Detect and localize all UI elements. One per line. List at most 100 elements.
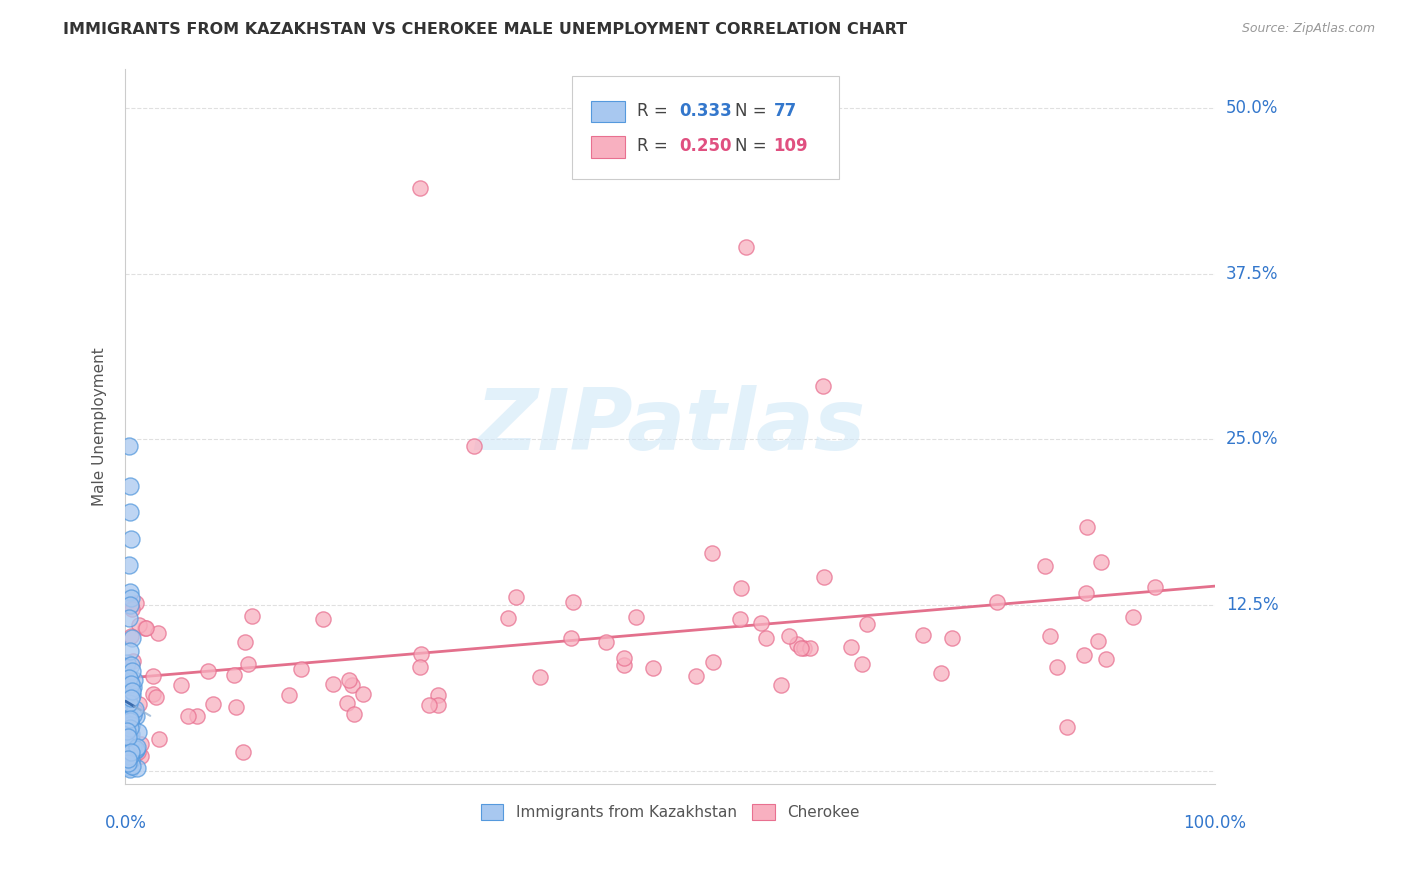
Point (613, 651, 636, 665)
Point (115, 746, 138, 760)
Bar (591, 101, 626, 122)
Point (118, 712, 141, 726)
Point (117, 682, 139, 697)
Point (118, 731, 141, 745)
Text: 37.5%: 37.5% (1226, 265, 1278, 283)
Point (169, 677, 191, 691)
Text: N =: N = (735, 137, 772, 155)
Point (120, 717, 142, 731)
Text: 100.0%: 100.0% (1184, 814, 1246, 832)
Point (118, 673, 141, 688)
Text: 50.0%: 50.0% (1226, 99, 1278, 117)
Point (122, 708, 145, 723)
Point (197, 664, 219, 678)
Point (120, 599, 142, 613)
Point (118, 701, 141, 715)
Point (134, 621, 156, 635)
Point (700, 546, 723, 560)
Text: 0.250: 0.250 (679, 137, 731, 155)
Point (1073, 648, 1095, 662)
Point (114, 748, 136, 763)
Point (352, 686, 374, 700)
Point (201, 697, 224, 711)
Point (505, 591, 527, 605)
Point (418, 698, 440, 712)
Point (1038, 629, 1060, 643)
Point (115, 681, 138, 695)
Point (120, 657, 142, 672)
Point (117, 656, 139, 670)
Point (117, 752, 139, 766)
Point (148, 731, 170, 746)
Point (127, 725, 149, 739)
Point (118, 598, 141, 612)
Point (595, 635, 617, 649)
Point (120, 745, 142, 759)
Point (641, 660, 664, 674)
Point (124, 704, 146, 718)
Point (941, 631, 963, 645)
Point (799, 640, 821, 655)
Point (986, 594, 1008, 608)
Point (118, 714, 141, 729)
FancyBboxPatch shape (572, 76, 839, 179)
Point (755, 631, 778, 645)
Point (409, 648, 432, 662)
Point (120, 753, 142, 767)
Point (121, 602, 143, 616)
Point (120, 683, 142, 698)
Point (560, 631, 582, 645)
Point (142, 669, 165, 683)
Point (120, 723, 142, 738)
Text: IMMIGRANTS FROM KAZAKHSTAN VS CHEROKEE MALE UNEMPLOYMENT CORRELATION CHART: IMMIGRANTS FROM KAZAKHSTAN VS CHEROKEE M… (63, 22, 907, 37)
Point (322, 677, 344, 691)
Point (118, 757, 141, 772)
Point (120, 727, 142, 741)
Point (855, 616, 877, 631)
Text: 109: 109 (773, 137, 808, 155)
Point (735, 240, 758, 254)
Point (120, 532, 142, 546)
Point (121, 759, 143, 773)
Point (117, 739, 139, 754)
Point (118, 696, 141, 710)
Point (122, 653, 145, 667)
Point (118, 721, 141, 735)
Point (121, 688, 143, 702)
Text: N =: N = (735, 102, 772, 120)
Point (561, 595, 583, 609)
Point (120, 717, 142, 731)
Point (730, 582, 752, 596)
Point (496, 611, 519, 625)
Point (176, 708, 198, 723)
Text: R =: R = (637, 102, 673, 120)
Point (121, 631, 143, 645)
Point (232, 745, 254, 759)
Point (427, 688, 450, 702)
Point (118, 505, 141, 519)
Point (769, 677, 792, 691)
Point (426, 698, 449, 712)
Point (115, 708, 138, 723)
Point (120, 591, 142, 606)
Point (1090, 555, 1112, 569)
Text: 12.5%: 12.5% (1226, 596, 1278, 614)
Point (125, 742, 148, 756)
Point (118, 738, 141, 752)
Point (118, 439, 141, 453)
Point (118, 706, 141, 720)
Point (235, 635, 257, 649)
Point (813, 569, 835, 583)
Point (142, 688, 165, 702)
Point (114, 712, 136, 726)
Point (120, 629, 142, 643)
Point (529, 670, 551, 684)
Point (118, 733, 141, 747)
Point (129, 749, 152, 764)
Point (120, 733, 142, 747)
Point (120, 719, 142, 733)
Text: 77: 77 (773, 102, 797, 120)
Point (118, 760, 141, 774)
Point (118, 584, 141, 599)
Point (240, 608, 263, 623)
